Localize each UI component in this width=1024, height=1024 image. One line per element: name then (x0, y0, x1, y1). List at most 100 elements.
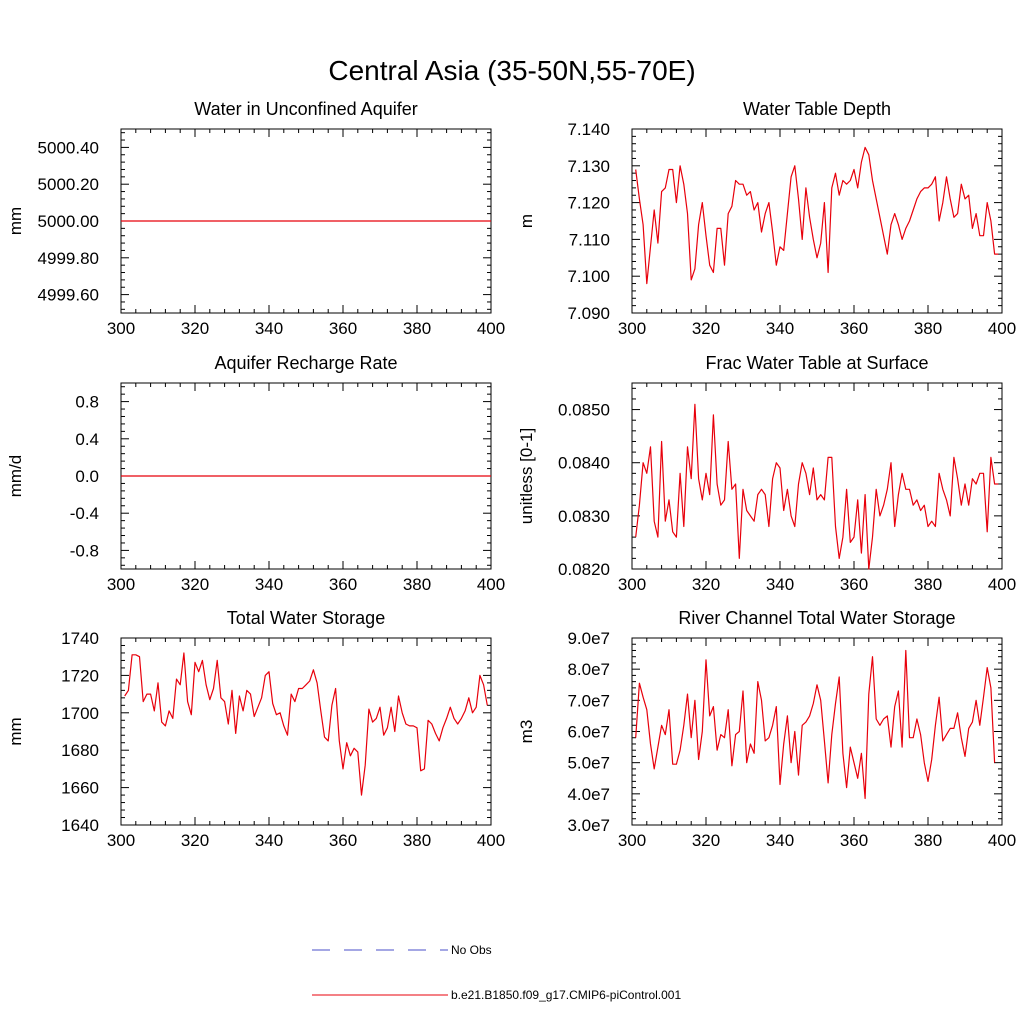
x-tick-label: 300 (107, 319, 135, 338)
y-tick-label: -0.8 (70, 541, 99, 560)
x-tick-label: 340 (766, 575, 794, 594)
y-tick-label: 0.0820 (558, 560, 610, 579)
y-tick-label: 7.120 (567, 194, 610, 213)
x-tick-label: 320 (181, 575, 209, 594)
x-tick-label: 340 (766, 319, 794, 338)
x-tick-label: 360 (840, 831, 868, 850)
x-tick-label: 400 (988, 319, 1016, 338)
legend-label-no-obs: No Obs (451, 943, 492, 957)
x-tick-label: 360 (329, 831, 357, 850)
y-tick-label: 1720 (61, 666, 99, 685)
x-tick-label: 380 (914, 831, 942, 850)
panel-6: River Channel Total Water Storage 300 320 3… (517, 608, 1016, 850)
panel-1: Water in Unconfined Aquifer 300 320 340 360 3… (6, 99, 505, 338)
y-tick-label: 5.0e7 (567, 754, 610, 773)
y-tick-label: 9.0e7 (567, 629, 610, 648)
y-tick-label: 0.0850 (558, 401, 610, 420)
y-tick-label: 7.0e7 (567, 691, 610, 710)
y-tick-label: 0.4 (75, 430, 99, 449)
x-tick-label: 300 (618, 831, 646, 850)
y-tick-label: 0.0840 (558, 454, 610, 473)
x-tick-label: 340 (255, 575, 283, 594)
y-axis-label: mm (6, 717, 25, 745)
x-tick-label: 320 (692, 575, 720, 594)
x-tick-label: 300 (107, 831, 135, 850)
y-tick-label: 4999.80 (38, 249, 99, 268)
x-tick-label: 300 (107, 575, 135, 594)
x-tick-label: 360 (329, 575, 357, 594)
y-axis-label: unitless [0-1] (517, 428, 536, 524)
y-tick-label: 0.8 (75, 393, 99, 412)
y-tick-label: 5000.40 (38, 138, 99, 157)
y-axis-label: mm (6, 207, 25, 235)
panel-2: Water Table Depth 300 320 340 360 380 400 7.090… (517, 99, 1016, 338)
y-axis-label: m3 (517, 720, 536, 744)
x-tick-label: 340 (766, 831, 794, 850)
x-tick-label: 400 (477, 319, 505, 338)
y-axis-label: mm/d (6, 455, 25, 498)
x-tick-label: 380 (403, 575, 431, 594)
y-tick-label: 1640 (61, 816, 99, 835)
series-line (635, 403, 999, 570)
series-line (124, 652, 488, 796)
y-tick-label: 7.130 (567, 157, 610, 176)
y-tick-label: 4999.60 (38, 286, 99, 305)
x-tick-label: 380 (914, 575, 942, 594)
x-tick-label: 400 (477, 575, 505, 594)
x-tick-label: 360 (840, 575, 868, 594)
x-tick-label: 320 (692, 319, 720, 338)
x-tick-label: 300 (618, 319, 646, 338)
panel-title: Total Water Storage (227, 608, 385, 628)
x-tick-label: 320 (181, 831, 209, 850)
y-tick-label: 7.110 (569, 230, 610, 249)
y-tick-label: 1660 (61, 779, 99, 798)
x-tick-label: 360 (329, 319, 357, 338)
y-tick-label: 5000.20 (38, 175, 99, 194)
x-tick-label: 340 (255, 831, 283, 850)
y-tick-label: 8.0e7 (567, 660, 610, 679)
y-tick-label: 3.0e7 (567, 816, 610, 835)
x-tick-label: 320 (692, 831, 720, 850)
y-tick-label: 7.090 (567, 304, 610, 323)
x-tick-label: 380 (403, 319, 431, 338)
y-tick-label: 1680 (61, 741, 99, 760)
panel-title: Frac Water Table at Surface (705, 353, 928, 373)
panel-5: Total Water Storage 300 320 340 360 380 400 164… (6, 608, 505, 850)
y-tick-label: 7.100 (567, 267, 610, 286)
x-tick-label: 380 (403, 831, 431, 850)
y-axis-label: m (517, 214, 536, 228)
x-tick-label: 320 (181, 319, 209, 338)
x-tick-label: 400 (988, 575, 1016, 594)
panel-4: Frac Water Table at Surface 300 320 340 360 3… (517, 353, 1016, 594)
y-tick-label: 5000.00 (38, 212, 99, 231)
y-tick-label: 1740 (61, 629, 99, 648)
x-tick-label: 360 (840, 319, 868, 338)
x-tick-label: 400 (988, 831, 1016, 850)
y-tick-label: 1700 (61, 704, 99, 723)
plot-frame (631, 128, 1003, 314)
plot-frame (120, 637, 492, 826)
plot-frame (631, 382, 1003, 570)
panel-title: Water in Unconfined Aquifer (194, 99, 417, 119)
x-tick-label: 300 (618, 575, 646, 594)
y-tick-label: 0.0830 (558, 507, 610, 526)
legend-label-model: b.e21.B1850.f09_g17.CMIP6-piControl.001 (451, 988, 681, 1002)
y-tick-label: 6.0e7 (567, 723, 610, 742)
x-tick-label: 400 (477, 831, 505, 850)
plot-frame (631, 637, 1003, 826)
y-tick-label: 0.0 (75, 467, 99, 486)
y-tick-label: -0.4 (70, 504, 99, 523)
panel-title: Aquifer Recharge Rate (214, 353, 397, 373)
y-tick-label: 4.0e7 (567, 785, 610, 804)
panel-3: Aquifer Recharge Rate 300 320 340 360 380 400 -… (6, 353, 505, 594)
legend: No Obs b.e21.B1850.f09_g17.CMIP6-piContr… (312, 943, 681, 1002)
x-tick-label: 340 (255, 319, 283, 338)
figure-title: Central Asia (35-50N,55-70E) (328, 55, 695, 86)
panel-title: River Channel Total Water Storage (678, 608, 955, 628)
panel-title: Water Table Depth (743, 99, 891, 119)
panels: Water in Unconfined Aquifer 300 320 340 360 3… (6, 99, 1016, 850)
y-tick-label: 7.140 (567, 120, 610, 139)
series-line (635, 146, 999, 285)
series-line (635, 649, 996, 800)
